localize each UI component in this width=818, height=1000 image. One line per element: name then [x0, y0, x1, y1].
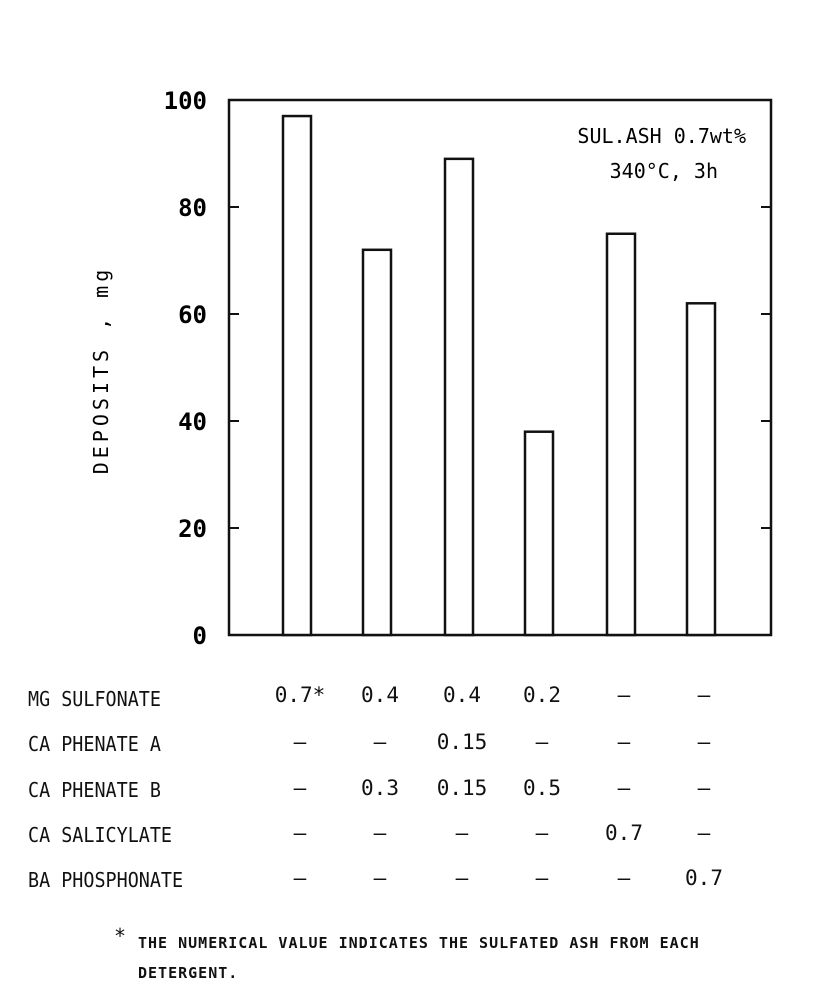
composition-cell: — — [455, 821, 469, 845]
composition-cell: 0.15 — [436, 730, 488, 754]
bar-4 — [523, 430, 555, 637]
composition-row: MG SULFONATE 0.7* 0.4 0.4 0.2 — — — [0, 683, 818, 727]
composition-cell: — — [373, 866, 387, 890]
y-tick-label: 60 — [178, 301, 207, 329]
y-tick-label: 20 — [178, 515, 207, 543]
composition-cell: — — [373, 821, 387, 845]
y-axis: 0 20 40 60 80 100 — [164, 87, 771, 650]
annotation-line-1: SUL.ASH 0.7wt% — [577, 124, 746, 148]
composition-cell: — — [617, 730, 631, 754]
composition-cell: — — [697, 683, 711, 707]
footnote-text: THE NUMERICAL VALUE INDICATES THE SULFAT… — [138, 934, 700, 982]
annotation-line-2: 340°C, 3h — [610, 159, 718, 183]
composition-row: CA SALICYLATE — — — — 0.7 — — [0, 821, 818, 863]
composition-cell: 0.5 — [523, 776, 561, 800]
composition-cell: — — [617, 776, 631, 800]
plot-frame — [227, 98, 773, 637]
composition-cell: — — [697, 776, 711, 800]
bar-5 — [605, 232, 637, 637]
composition-cell: — — [535, 866, 549, 890]
y-tick-label: 0 — [193, 622, 207, 650]
bar-2 — [361, 248, 393, 637]
bar-3 — [443, 157, 475, 637]
y-tick-label: 40 — [178, 408, 207, 436]
composition-cell: — — [697, 730, 711, 754]
composition-row: BA PHOSPHONATE — — — — — 0.7 — [0, 866, 818, 908]
composition-cell: — — [293, 821, 307, 845]
bar-chart: 0 20 40 60 80 100 DEPOSITS , mg SUL.ASH 0.7wt… — [89, 87, 773, 650]
composition-cell: 0.2 — [523, 683, 561, 707]
composition-row: CA PHENATE A — — 0.15 — — — — [0, 730, 818, 772]
y-tick-label: 80 — [178, 194, 207, 222]
composition-cell: 0.7* — [274, 683, 326, 707]
composition-cell: 0.4 — [361, 683, 399, 707]
composition-cell: — — [617, 866, 631, 890]
composition-row-name: CA PHENATE A — [28, 732, 161, 756]
composition-row: CA PHENATE B — 0.3 0.15 0.5 — — — [0, 776, 818, 818]
composition-cell: — — [697, 821, 711, 845]
y-tick-label: 100 — [164, 87, 207, 115]
composition-cell: — — [617, 683, 631, 707]
composition-cell: 0.4 — [443, 683, 481, 707]
composition-row-name: MG SULFONATE — [28, 687, 161, 711]
y-axis-label: DEPOSITS , mg — [89, 266, 113, 475]
composition-cell: 0.7 — [605, 821, 643, 845]
composition-cell: 0.7 — [685, 866, 723, 890]
bar-6 — [685, 302, 717, 637]
composition-cell: 0.15 — [436, 776, 488, 800]
composition-row-name: BA PHOSPHONATE — [28, 868, 184, 892]
composition-cell: — — [293, 776, 307, 800]
composition-row-name: CA PHENATE B — [28, 778, 161, 802]
composition-row-name: CA SALICYLATE — [28, 823, 173, 847]
bars-group — [281, 114, 717, 637]
composition-cell: — — [373, 730, 387, 754]
bar-1 — [281, 114, 313, 637]
composition-cell: — — [535, 730, 549, 754]
composition-cell: — — [455, 866, 469, 890]
footnote-marker: * — [114, 924, 127, 948]
composition-cell: — — [293, 730, 307, 754]
composition-cell: 0.3 — [361, 776, 399, 800]
composition-cell: — — [535, 821, 549, 845]
composition-cell: — — [293, 866, 307, 890]
